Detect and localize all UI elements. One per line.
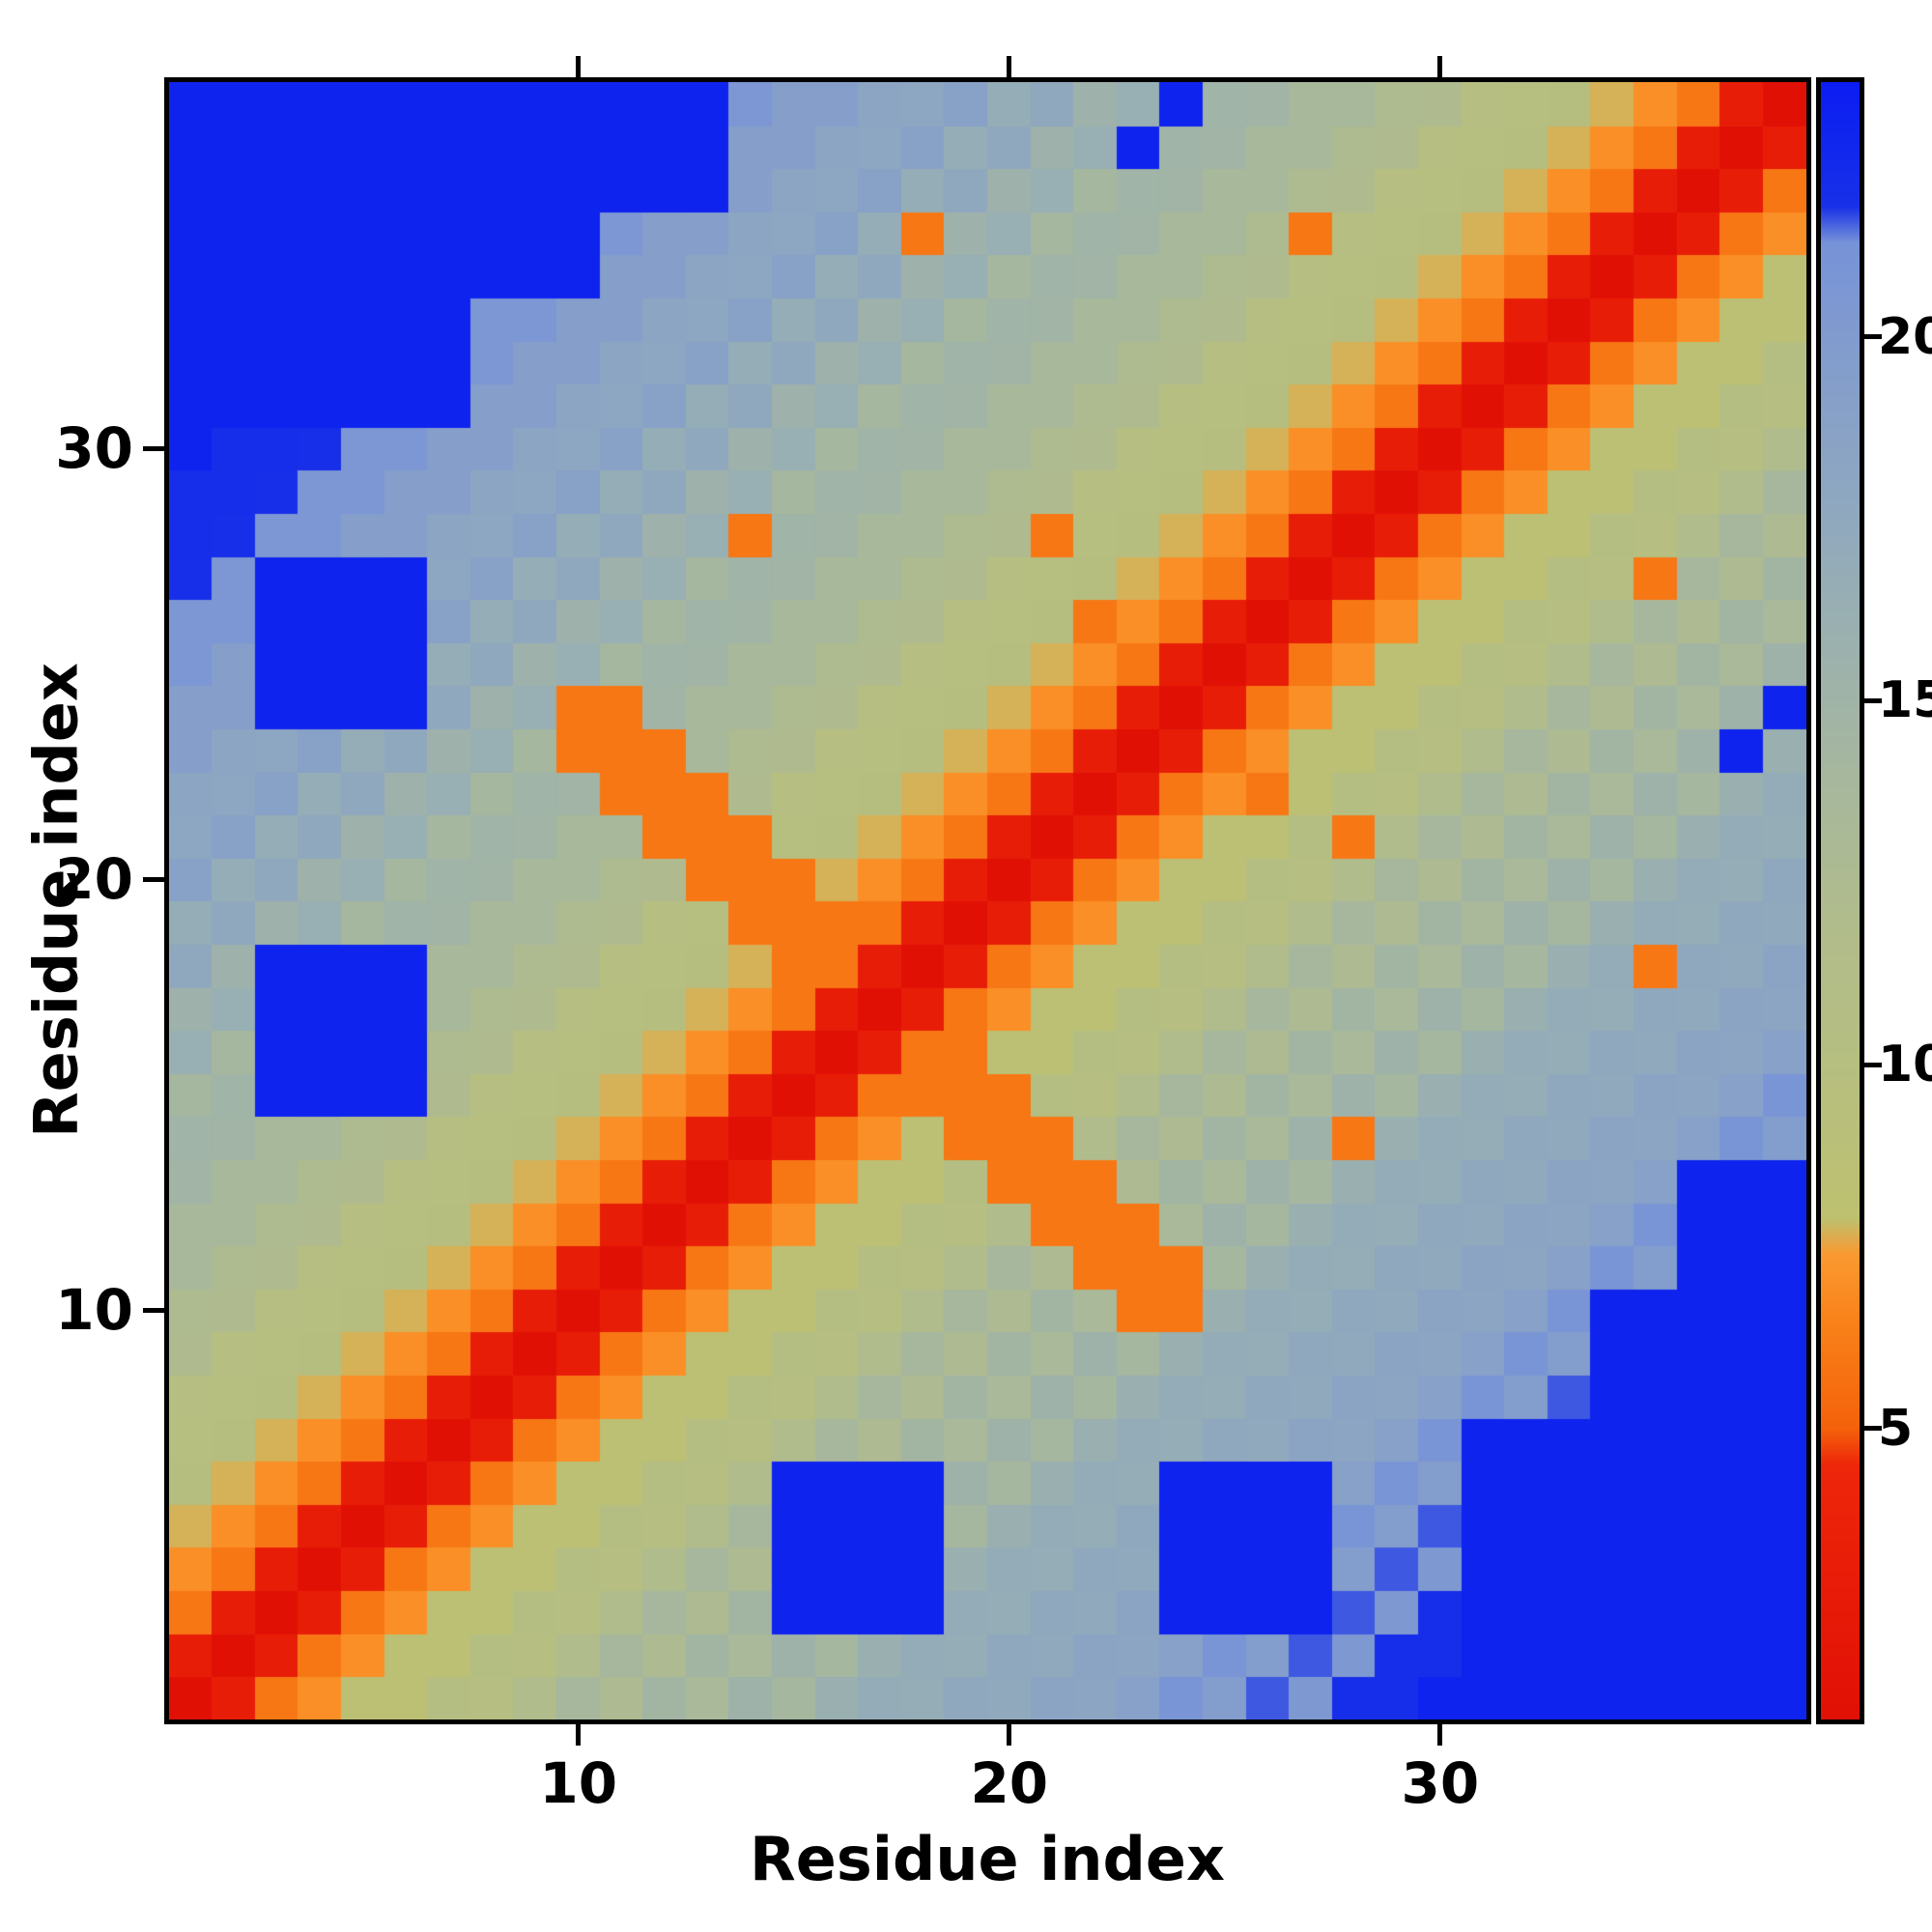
colorbar-tick-label: 15 bbox=[1878, 671, 1932, 730]
x-tick-mark bbox=[1007, 1724, 1012, 1746]
colorbar-tick-label: 5 bbox=[1878, 1399, 1914, 1458]
y-tick-mark bbox=[143, 1307, 164, 1313]
x-top-tick-mark bbox=[1437, 56, 1443, 77]
x-axis-label: Residue index bbox=[750, 1824, 1225, 1894]
x-tick-label: 20 bbox=[970, 1750, 1049, 1816]
colorbar-tick-label: 10 bbox=[1878, 1036, 1932, 1094]
x-tick-label: 30 bbox=[1401, 1750, 1480, 1816]
colorbar-tick-mark bbox=[1864, 697, 1882, 703]
x-top-tick-mark bbox=[576, 56, 582, 77]
x-tick-label: 10 bbox=[539, 1750, 618, 1816]
x-top-tick-mark bbox=[1007, 56, 1012, 77]
colorbar-tick-label: 20 bbox=[1878, 307, 1932, 366]
x-tick-mark bbox=[576, 1724, 582, 1746]
x-tick-mark bbox=[1437, 1724, 1443, 1746]
colorbar-tick-mark bbox=[1864, 334, 1882, 340]
y-tick-label: 20 bbox=[55, 846, 133, 913]
y-tick-mark bbox=[143, 876, 164, 882]
colorbar-canvas bbox=[1821, 82, 1860, 1719]
colorbar-tick-mark bbox=[1864, 1426, 1882, 1432]
colorbar-tick-mark bbox=[1864, 1062, 1882, 1067]
y-tick-mark bbox=[143, 445, 164, 451]
heatmap-canvas bbox=[169, 82, 1806, 1719]
y-tick-label: 30 bbox=[55, 415, 133, 482]
y-tick-label: 10 bbox=[55, 1277, 133, 1344]
